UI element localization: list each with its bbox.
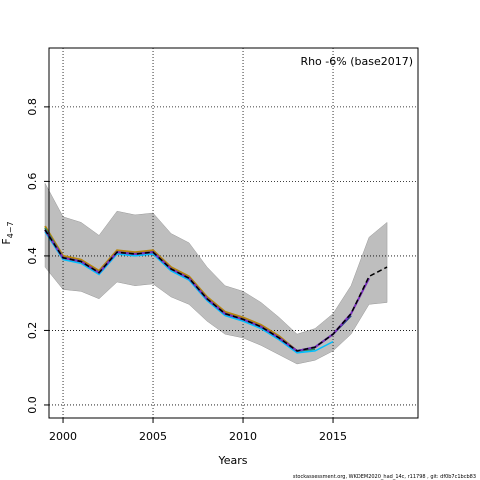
y-axis-label-sub: 4−7 xyxy=(6,221,15,238)
y-axis-label: F4−7 xyxy=(0,221,15,244)
y-tick-label: 0.4 xyxy=(26,247,39,265)
y-tick-label: 0.8 xyxy=(26,98,39,116)
series-line xyxy=(44,225,298,352)
series-line xyxy=(44,229,388,352)
x-tick-label: 2010 xyxy=(229,430,257,443)
annotation: Rho -6% (base2017) xyxy=(300,55,413,68)
x-axis-label: Years xyxy=(217,454,247,467)
x-tick-label: 2005 xyxy=(139,430,167,443)
series-line xyxy=(44,231,334,354)
y-axis-label-main: F xyxy=(0,238,13,244)
confidence-band xyxy=(44,183,388,365)
footnote: stockassessment.org, WKDEM2020_had_14c, … xyxy=(293,474,476,480)
plot-frame xyxy=(48,47,419,419)
y-tick-label: 0.0 xyxy=(26,396,39,414)
x-tick-label: 2015 xyxy=(319,430,347,443)
y-tick-label: 0.6 xyxy=(26,173,39,191)
y-tick-label: 0.2 xyxy=(26,322,39,340)
x-tick-label: 2000 xyxy=(49,430,77,443)
